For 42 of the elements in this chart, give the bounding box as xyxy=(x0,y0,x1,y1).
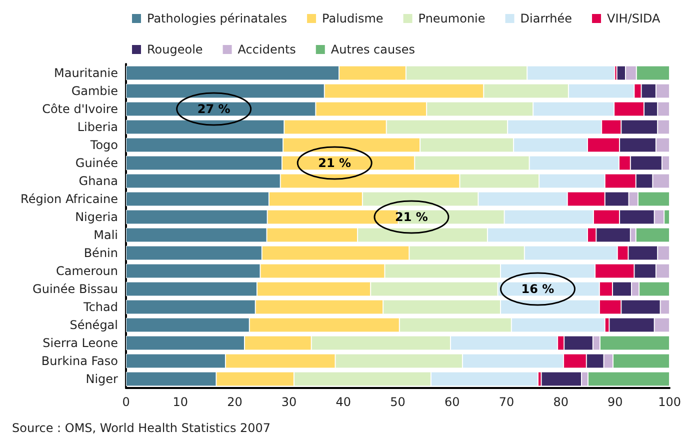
source-note: Source : OMS, World Health Statistics 2007 xyxy=(12,421,271,435)
legend-label: Pneumonie xyxy=(418,12,486,26)
y-tick-label: Nigeria xyxy=(75,210,118,224)
x-tick-label: 0 xyxy=(122,395,130,409)
y-tick-label: Togo xyxy=(89,138,118,152)
x-tick-label: 90 xyxy=(608,395,623,409)
y-tick-label: Guinée Bissau xyxy=(32,282,118,296)
legend-label: Autres causes xyxy=(330,42,415,56)
y-tick-label: Guinée xyxy=(75,156,118,170)
y-tick-label: Cameroun xyxy=(56,264,118,278)
x-tick-label: 30 xyxy=(281,395,297,409)
annotation: 21 % xyxy=(318,156,352,170)
x-tick-label: 80 xyxy=(553,395,568,409)
y-tick-label: Sénégal xyxy=(70,318,118,332)
x-tick-label: 20 xyxy=(227,395,242,409)
y-tick-label: Niger xyxy=(86,372,118,386)
x-tick-label: 100 xyxy=(658,395,681,409)
y-tick-label: Mauritanie xyxy=(54,66,118,80)
y-tick-label: Tchad xyxy=(82,300,118,314)
y-tick-label: Bénin xyxy=(84,246,118,260)
x-tick-label: 60 xyxy=(444,395,460,409)
x-tick-label: 50 xyxy=(390,395,406,409)
legend-label: Diarrhée xyxy=(520,12,572,26)
legend-label: Rougeole xyxy=(147,42,203,56)
y-tick-label: Liberia xyxy=(77,120,118,134)
legend-label: Pathologies périnatales xyxy=(147,12,288,26)
x-tick-label: 40 xyxy=(336,395,352,409)
legend-label: Paludisme xyxy=(322,12,384,26)
legend-label: Accidents xyxy=(238,42,296,56)
y-tick-label: Côte d'Ivoire xyxy=(42,102,118,116)
y-tick-label: Sierra Leone xyxy=(42,336,118,350)
legend-label: VIH/SIDA xyxy=(607,12,662,26)
annotation: 16 % xyxy=(521,282,554,296)
x-tick-label: 10 xyxy=(172,395,188,409)
y-tick-label: Gambie xyxy=(71,84,118,98)
y-tick-label: Région Africaine xyxy=(20,192,118,206)
x-tick-label: 70 xyxy=(498,395,514,409)
annotation: 27 % xyxy=(197,102,230,116)
y-tick-label: Burkina Faso xyxy=(41,354,118,368)
annotation: 21 % xyxy=(395,210,428,224)
y-tick-label: Mali xyxy=(94,228,118,242)
y-tick-label: Ghana xyxy=(78,174,118,188)
